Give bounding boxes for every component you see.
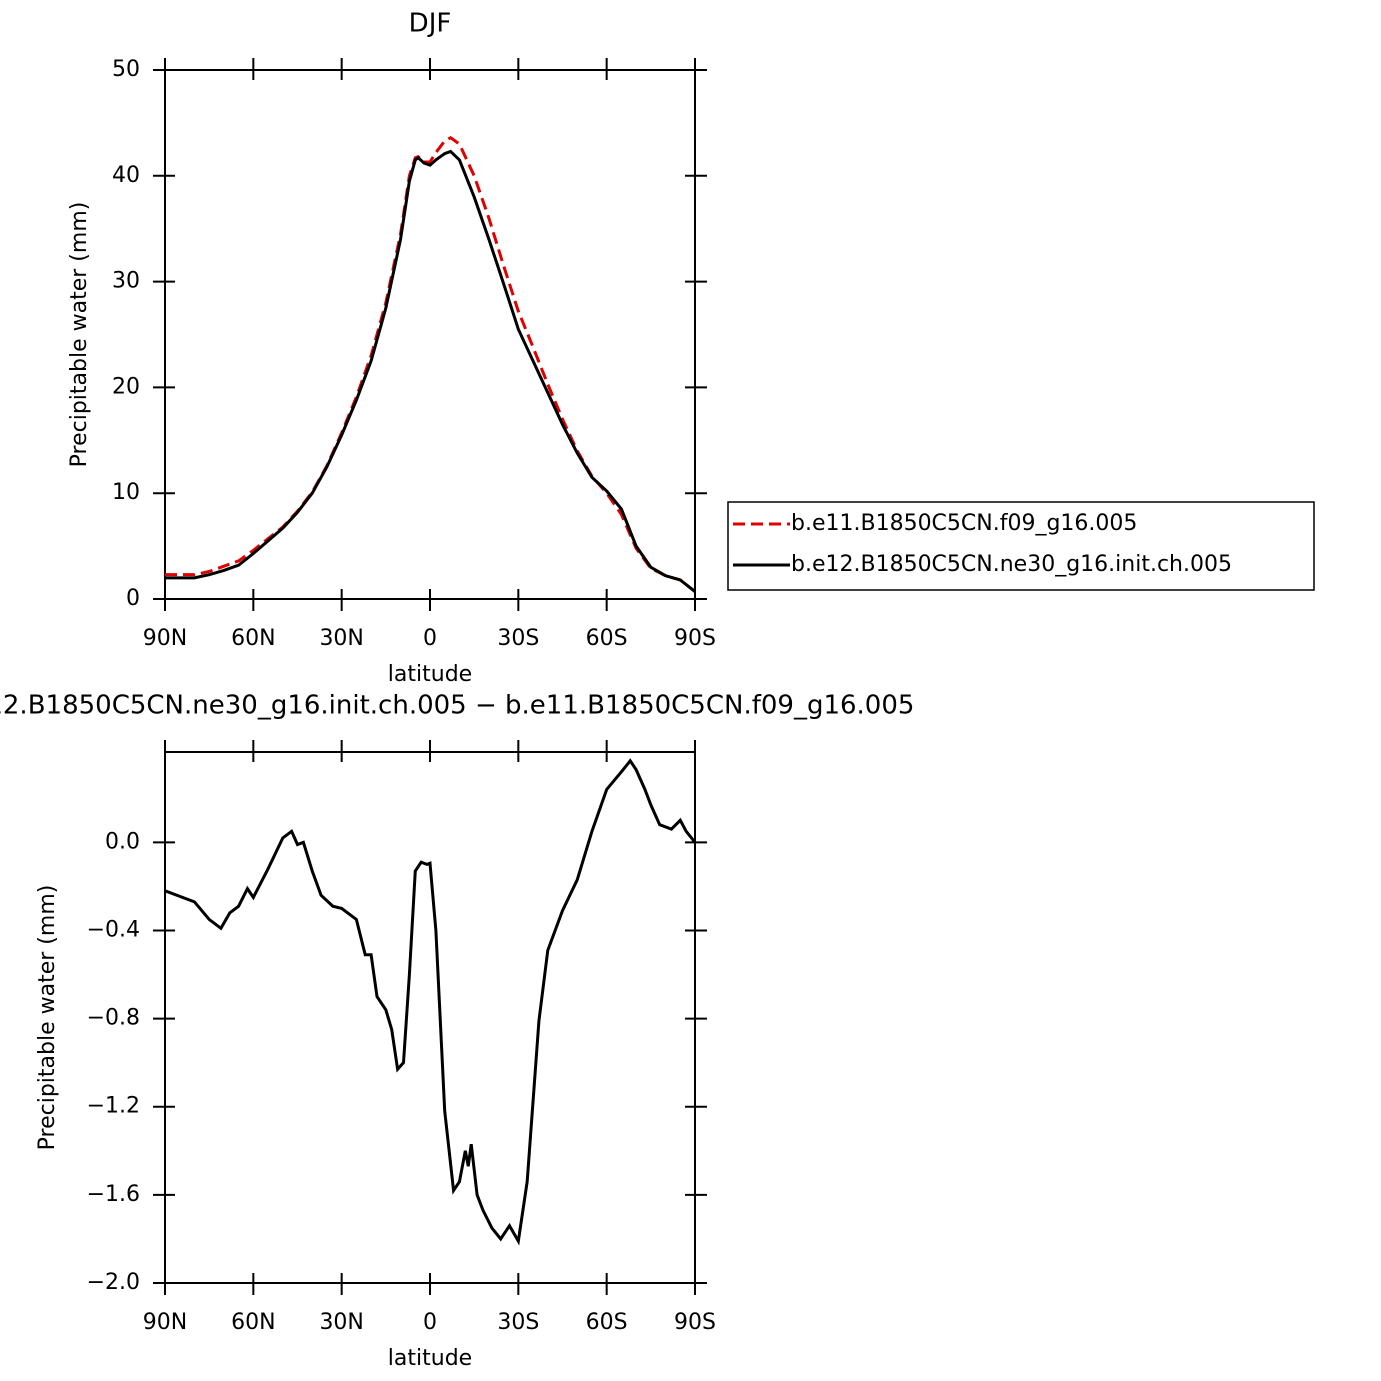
chart-title: DJF: [409, 9, 452, 39]
y-axis-label: Precipitable water (mm): [67, 202, 92, 468]
legend-label: b.e11.B1850C5CN.f09_g16.005: [791, 511, 1137, 536]
y-tick-label: 20: [112, 374, 140, 399]
y-tick-label: 50: [112, 57, 140, 82]
legend-box: [727, 501, 1315, 591]
y-tick-label: −2.0: [87, 1270, 140, 1295]
y-tick-label: −1.2: [87, 1094, 140, 1119]
x-tick-label: 90N: [143, 1310, 187, 1335]
x-tick-label: 30S: [497, 1310, 539, 1335]
x-axis-label: latitude: [388, 662, 472, 687]
y-tick-label: −1.6: [87, 1182, 140, 1207]
x-tick-label: 60S: [586, 626, 628, 651]
x-tick-label: 90S: [674, 626, 716, 651]
x-tick-label: 60S: [586, 1310, 628, 1335]
plot-frame: [164, 751, 696, 1284]
chart-title: b.e12.B1850C5CN.ne30_g16.init.ch.005 − b…: [0, 691, 914, 721]
y-tick-label: −0.4: [87, 917, 140, 942]
y-tick-label: 0: [126, 586, 140, 611]
x-tick-label: 90N: [143, 626, 187, 651]
x-tick-label: 0: [423, 626, 437, 651]
data-line: [165, 149, 695, 593]
y-axis-label: Precipitable water (mm): [35, 885, 60, 1151]
legend-label: b.e12.B1850C5CN.ne30_g16.init.ch.005: [791, 552, 1232, 577]
x-tick-label: 0: [423, 1310, 437, 1335]
y-tick-label: 10: [112, 480, 140, 505]
y-tick-label: 30: [112, 269, 140, 294]
x-axis-label: latitude: [388, 1346, 472, 1371]
plot-frame: [164, 69, 696, 600]
x-tick-label: 30S: [497, 626, 539, 651]
x-tick-label: 30N: [319, 1310, 363, 1335]
data-line: [165, 758, 695, 1246]
x-tick-label: 60N: [231, 1310, 275, 1335]
data-line: [165, 135, 695, 593]
x-tick-label: 60N: [231, 626, 275, 651]
y-tick-label: −0.8: [87, 1006, 140, 1031]
y-tick-label: 0.0: [105, 829, 140, 854]
x-tick-label: 30N: [319, 626, 363, 651]
x-tick-label: 90S: [674, 1310, 716, 1335]
y-tick-label: 40: [112, 163, 140, 188]
